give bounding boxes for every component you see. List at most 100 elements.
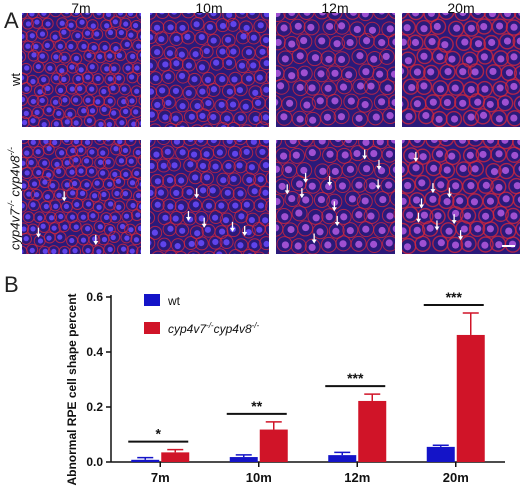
cell-membrane [162, 20, 177, 35]
cell-membrane [181, 185, 196, 200]
cell-nucleus [24, 170, 30, 176]
cell-nucleus [23, 110, 29, 116]
cell-membrane [297, 191, 314, 208]
cell-nucleus [185, 89, 192, 97]
cell-membrane [341, 66, 358, 83]
cell-membrane [58, 72, 71, 85]
cell-membrane [438, 13, 455, 20]
cell-nucleus [317, 70, 325, 78]
cell-nucleus [186, 13, 191, 14]
cell-nucleus [62, 224, 68, 230]
cell-nucleus [50, 183, 56, 189]
cell-membrane [304, 79, 321, 96]
cell-membrane [284, 191, 301, 208]
cell-membrane [65, 39, 78, 52]
cell-membrane [26, 13, 39, 20]
cell-nucleus [39, 31, 46, 37]
cell-membrane [329, 35, 346, 52]
cell-nucleus [392, 166, 395, 173]
cell-membrane [438, 140, 455, 147]
cell-nucleus [222, 217, 230, 224]
cell-nucleus [209, 187, 216, 194]
cell-membrane [333, 108, 350, 125]
cell-membrane [504, 78, 520, 95]
cell-nucleus [263, 13, 269, 18]
cell-nucleus [245, 49, 253, 56]
cell-nucleus [150, 240, 152, 246]
cell-membrane [492, 50, 510, 67]
cell-membrane [445, 110, 463, 127]
cell-membrane [219, 111, 234, 126]
cell-nucleus [154, 101, 161, 109]
cell-nucleus [436, 53, 444, 61]
cell-nucleus [122, 190, 129, 197]
cell-membrane [102, 156, 115, 169]
cell-nucleus [133, 109, 139, 115]
cell-membrane [136, 201, 141, 214]
micrograph-tile [402, 13, 520, 127]
cell-membrane [27, 49, 40, 62]
cell-nucleus [385, 150, 393, 158]
cell-nucleus [510, 82, 518, 91]
cell-membrane [248, 110, 263, 125]
cell-nucleus [89, 108, 96, 114]
cell-membrane [216, 121, 230, 127]
cell-membrane [97, 167, 110, 180]
cell-nucleus [80, 237, 87, 243]
cell-membrane [215, 18, 230, 33]
cell-nucleus [69, 169, 75, 175]
cell-nucleus [129, 74, 135, 80]
cell-nucleus [59, 150, 65, 156]
cell-nucleus [276, 224, 280, 232]
cell-nucleus [37, 89, 43, 95]
cell-nucleus [502, 195, 510, 203]
cell-nucleus [237, 190, 244, 197]
cell-membrane [66, 61, 79, 74]
cell-membrane [276, 193, 285, 210]
cell-nucleus [46, 235, 52, 241]
cell-nucleus [37, 238, 44, 244]
cell-membrane [233, 82, 248, 97]
cell-nucleus [199, 187, 207, 194]
cell-nucleus [102, 45, 108, 51]
cell-membrane [182, 85, 197, 100]
cell-membrane [22, 50, 27, 63]
cell-membrane [253, 19, 268, 34]
cell-nucleus [450, 115, 459, 123]
cell-nucleus [45, 85, 51, 91]
cell-membrane [222, 56, 237, 71]
cell-nucleus [97, 224, 103, 230]
cell-nucleus [503, 37, 512, 45]
cell-membrane [105, 27, 118, 40]
cell-nucleus [101, 88, 107, 95]
cell-membrane [439, 63, 456, 81]
cell-nucleus [39, 97, 45, 104]
cell-membrane [215, 45, 230, 60]
cell-nucleus [29, 13, 35, 17]
cell-membrane [284, 140, 301, 149]
cell-membrane [414, 235, 431, 253]
cell-membrane [114, 49, 127, 62]
cell-nucleus [165, 99, 172, 106]
cell-membrane [85, 83, 98, 96]
cell-membrane [196, 108, 211, 123]
cell-membrane [259, 158, 269, 173]
cell-nucleus [73, 140, 79, 145]
cell-nucleus [451, 241, 460, 249]
row-label-gene1: cyp4v7 [7, 208, 23, 250]
cell-membrane [425, 159, 442, 177]
cell-nucleus [121, 99, 127, 105]
cell-nucleus [281, 241, 289, 249]
cell-nucleus [370, 55, 378, 63]
cell-nucleus [256, 74, 263, 81]
cell-membrane [77, 210, 90, 223]
cell-nucleus [42, 248, 48, 254]
cell-nucleus [238, 213, 245, 220]
cell-nucleus [85, 226, 91, 232]
cell-nucleus [317, 196, 325, 204]
cell-nucleus [198, 33, 205, 41]
cell-membrane [183, 158, 198, 173]
cell-nucleus [408, 152, 416, 160]
cell-nucleus [162, 114, 169, 121]
cell-nucleus [323, 113, 331, 121]
